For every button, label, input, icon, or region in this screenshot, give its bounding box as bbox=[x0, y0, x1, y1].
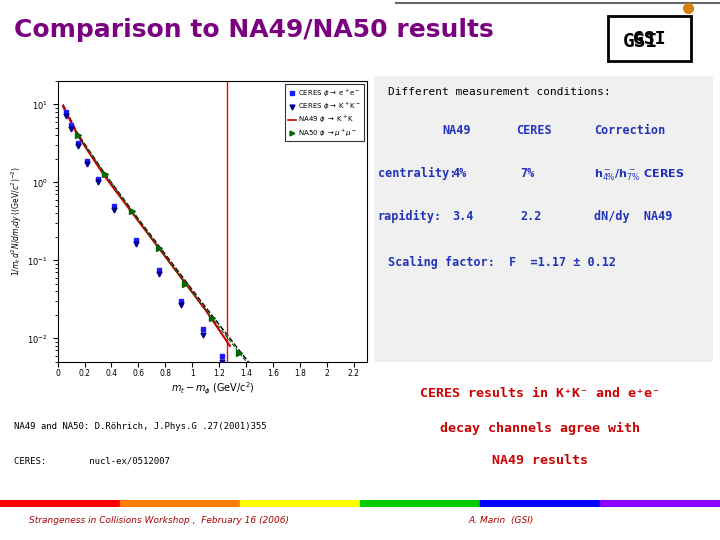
Bar bbox=[480, 500, 600, 507]
Text: NA49 results: NA49 results bbox=[492, 454, 588, 467]
Legend: CERES $\phi$$\rightarrow$ e$^+$e$^-$, CERES $\phi$$\rightarrow$ K$^+$K$^-$, NA49: CERES $\phi$$\rightarrow$ e$^+$e$^-$, CE… bbox=[285, 84, 364, 141]
Text: NA49 and NA50: D.Röhrich, J.Phys.G .27(2001)355: NA49 and NA50: D.Röhrich, J.Phys.G .27(2… bbox=[14, 422, 267, 431]
Bar bbox=[240, 500, 360, 507]
Text: Correction: Correction bbox=[595, 124, 665, 137]
Text: dN/dy  NA49: dN/dy NA49 bbox=[595, 210, 672, 223]
X-axis label: $m_t - m_\phi\;({\rm GeV/c}^2)$: $m_t - m_\phi\;({\rm GeV/c}^2)$ bbox=[171, 381, 254, 397]
Text: decay channels agree with: decay channels agree with bbox=[440, 422, 640, 435]
Text: NA49: NA49 bbox=[442, 124, 471, 137]
Text: CERES: CERES bbox=[516, 124, 552, 137]
Bar bbox=[0, 500, 120, 507]
Text: Strangeness in Collisions Workshop ,  February 16 (2006): Strangeness in Collisions Workshop , Feb… bbox=[29, 516, 289, 525]
Text: CERES results in K⁺K⁻ and e⁺e⁻: CERES results in K⁺K⁻ and e⁺e⁻ bbox=[420, 387, 660, 400]
Text: centrality:: centrality: bbox=[378, 167, 456, 180]
Text: 4%: 4% bbox=[452, 167, 467, 180]
Text: A. Marin  (GSI): A. Marin (GSI) bbox=[468, 516, 534, 525]
Text: 3.4: 3.4 bbox=[452, 210, 474, 223]
Bar bbox=[120, 500, 240, 507]
Text: h$^-_{4\%}$/h$^-_{7\%}$ CERES: h$^-_{4\%}$/h$^-_{7\%}$ CERES bbox=[595, 167, 685, 182]
Bar bbox=[360, 500, 480, 507]
Text: Different measurement conditions:: Different measurement conditions: bbox=[388, 87, 611, 97]
Text: GSI: GSI bbox=[633, 30, 666, 48]
Text: CERES:        nucl-ex/0512007: CERES: nucl-ex/0512007 bbox=[14, 457, 170, 466]
Text: 7%: 7% bbox=[520, 167, 534, 180]
Bar bbox=[600, 500, 720, 507]
Y-axis label: $1/m_t\,d^2N/dm_t dy\;(({\rm GeV/c}^2)^{-2})$: $1/m_t\,d^2N/dm_t dy\;(({\rm GeV/c}^2)^{… bbox=[10, 166, 24, 276]
Text: rapidity:: rapidity: bbox=[378, 210, 442, 223]
Text: GSI: GSI bbox=[624, 32, 658, 51]
Text: 2.2: 2.2 bbox=[520, 210, 541, 223]
Text: Scaling factor:  F  =1.17 ± 0.12: Scaling factor: F =1.17 ± 0.12 bbox=[388, 256, 616, 269]
Text: Comparison to NA49/NA50 results: Comparison to NA49/NA50 results bbox=[14, 18, 494, 42]
FancyBboxPatch shape bbox=[608, 16, 691, 62]
